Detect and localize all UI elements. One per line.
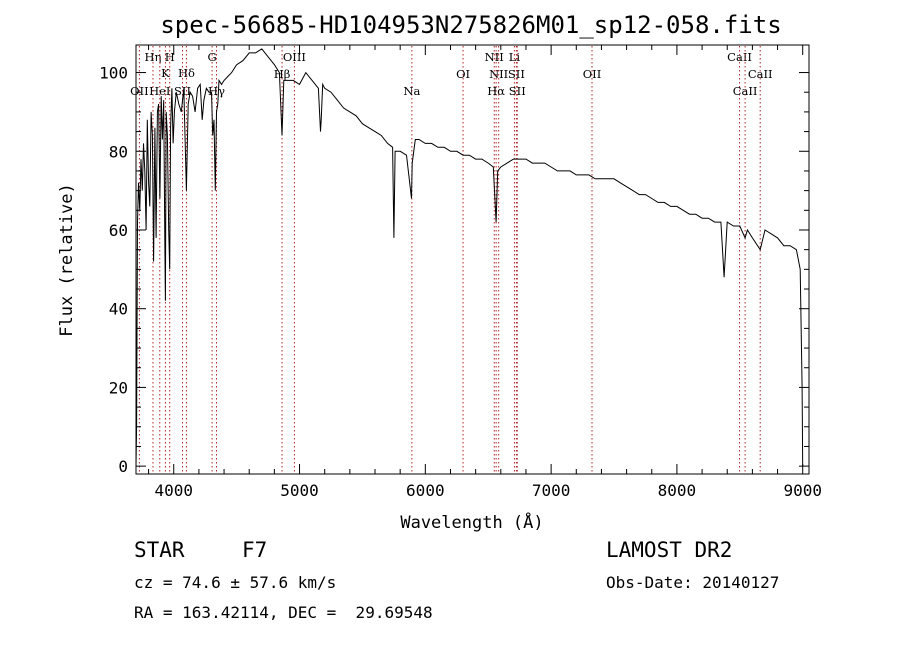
object-type: STAR [134, 538, 185, 562]
spectral-line-label: OIII [283, 50, 306, 64]
spectral-line-label: OII [130, 84, 149, 98]
spectral-line-label: CaII [748, 67, 773, 81]
y-tick-label: 60 [109, 221, 128, 240]
y-axis-label: Flux (relative) [57, 183, 77, 337]
redshift-velocity: cz = 74.6 ± 57.6 km/s [134, 573, 337, 592]
spectral-line-label: NII [485, 50, 504, 64]
spectral-line-label: SII [509, 84, 526, 98]
spectral-line-label: SII [508, 67, 525, 81]
y-tick-label: 20 [109, 378, 128, 397]
x-tick-label: 8000 [658, 481, 697, 500]
spectral-subclass: F7 [242, 538, 268, 562]
spectral-line-label: Hα [487, 84, 505, 98]
spectral-line-label: Li [509, 50, 521, 64]
y-tick-label: 0 [118, 457, 128, 476]
spectrum-line [135, 48, 804, 467]
observation-date: Obs-Date: 20140127 [606, 573, 780, 592]
y-tick-label: 40 [109, 300, 128, 319]
ra-dec-coordinates: RA = 163.42114, DEC = 29.69548 [134, 603, 433, 622]
spectral-line-label: CaII [727, 50, 752, 64]
spectral-line-label: NII [489, 67, 508, 81]
spectral-line-label: OII [583, 67, 602, 81]
x-tick-label: 9000 [783, 481, 822, 500]
spectral-line-label: Hη [145, 50, 162, 64]
chart-title: spec-56685-HD104953N275826M01_sp12-058.f… [160, 11, 781, 39]
spectral-line-label: Hγ [208, 84, 225, 98]
spectral-line-label: OI [456, 67, 470, 81]
line-marker-layer: OII Hη HeI KH SII Hδ G Hγ Hβ OIII Na OI NII NII Hα Li SI… [130, 46, 773, 473]
spectral-line-label: Na [403, 84, 420, 98]
spectral-line-label: H [165, 50, 175, 64]
x-tick-label: 6000 [406, 481, 445, 500]
axis-ticks: 4000 5000 6000 7000 8000 9000 0 20 40 60 80 100 [99, 45, 822, 500]
y-tick-label: 80 [109, 142, 128, 161]
spectral-line-label: K [161, 66, 170, 80]
spectral-line-label: Hβ [274, 67, 291, 81]
spectral-line-label: G [208, 50, 217, 64]
x-tick-label: 5000 [280, 481, 319, 500]
spectral-line-label: CaII [733, 84, 758, 98]
survey-name: LAMOST DR2 [606, 538, 733, 562]
spectral-line-label: Hδ [178, 66, 195, 80]
x-tick-label: 4000 [154, 481, 193, 500]
x-axis-label: Wavelength (Å) [400, 511, 543, 533]
plot-frame [135, 44, 810, 475]
x-tick-label: 7000 [532, 481, 571, 500]
y-tick-label: 100 [99, 64, 128, 83]
spectral-line-label: HeI [149, 84, 170, 98]
